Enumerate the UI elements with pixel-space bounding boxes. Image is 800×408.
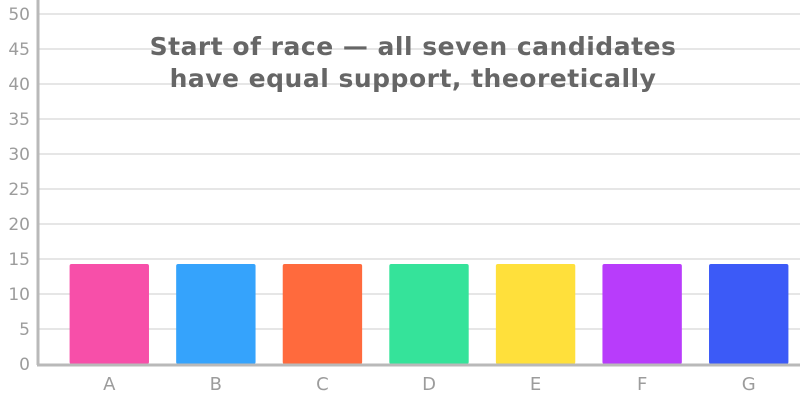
x-tick-label-B: B <box>210 374 222 395</box>
y-tick-label-35: 35 <box>8 110 30 130</box>
chart-title-line-1: Start of race — all seven candidates <box>150 32 677 61</box>
y-tick-label-40: 40 <box>8 75 30 95</box>
x-tick-label-D: D <box>422 374 436 395</box>
x-tick-label-C: C <box>316 374 329 395</box>
x-tick-label-A: A <box>103 374 116 395</box>
y-tick-label-10: 10 <box>8 285 30 305</box>
y-tick-label-15: 15 <box>8 250 30 270</box>
y-tick-label-30: 30 <box>8 145 30 165</box>
bar-E <box>495 263 576 364</box>
y-tick-label-5: 5 <box>19 320 30 340</box>
y-tick-label-45: 45 <box>8 40 30 60</box>
y-tick-label-25: 25 <box>8 180 30 200</box>
chart-title-line-2: have equal support, theoretically <box>170 64 657 93</box>
x-tick-label-G: G <box>742 374 756 395</box>
y-tick-label-50: 50 <box>8 5 30 25</box>
bar-F <box>602 263 682 364</box>
gridlines <box>38 13 800 330</box>
bar-B <box>176 263 256 364</box>
bar-C <box>282 263 363 364</box>
x-tick-label-E: E <box>530 374 541 395</box>
bar-G <box>709 263 789 364</box>
bar-A <box>69 263 149 364</box>
chart-title: Start of race — all seven candidates hav… <box>150 32 677 93</box>
y-tick-label-0: 0 <box>19 355 30 375</box>
x-tick-label-F: F <box>637 374 647 395</box>
bars <box>69 263 789 364</box>
axes: 0 5 10 15 20 25 30 35 40 45 50 A B C D E F G <box>8 0 800 395</box>
y-tick-label-20: 20 <box>8 215 30 235</box>
bar-D <box>389 263 469 364</box>
